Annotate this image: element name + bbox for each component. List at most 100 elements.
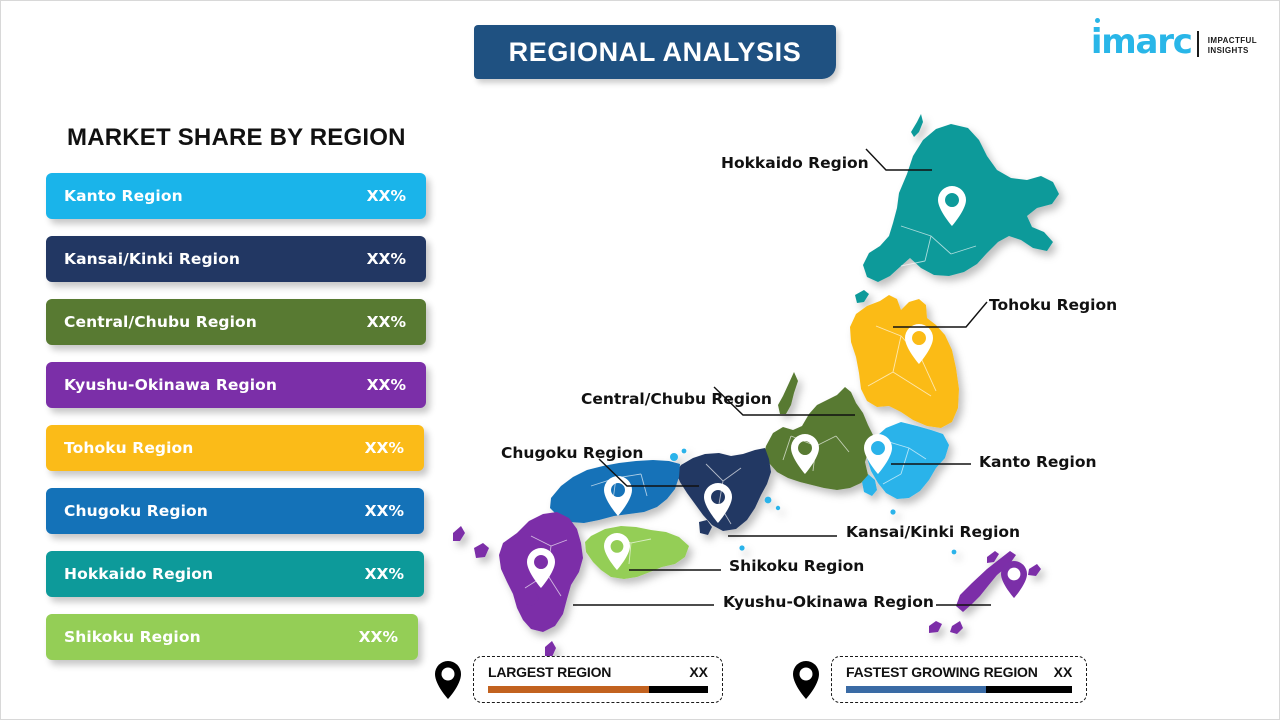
market-share-bar-label: Central/Chubu Region xyxy=(64,313,257,331)
market-share-bar-label: Hokkaido Region xyxy=(64,565,214,583)
market-share-bar-value: XX% xyxy=(364,502,404,520)
map-islet-sea-3 xyxy=(739,545,745,551)
map-island-okinawa-kume xyxy=(950,621,963,634)
sidebar-title: MARKET SHARE BY REGION xyxy=(67,124,406,151)
map-label-shikoku: Shikoku Region xyxy=(729,557,865,575)
map-label-kanto: Kanto Region xyxy=(979,453,1097,471)
map-islet-oki-2 xyxy=(681,448,687,454)
legend-fastest-box: FASTEST GROWING REGION XX xyxy=(831,656,1088,703)
map-island-tanegashima xyxy=(545,641,556,657)
pin-okinawa-hole xyxy=(1007,567,1021,581)
pin-central-chubu-icon xyxy=(791,434,819,474)
market-share-bar[interactable]: Shikoku Region XX% xyxy=(46,614,418,660)
leader-hokkaido xyxy=(865,148,932,171)
market-share-bar-value: XX% xyxy=(364,439,404,457)
page-title-banner: REGIONAL ANALYSIS xyxy=(474,25,836,79)
logo-dot-icon xyxy=(1094,18,1100,23)
market-share-bar-value: XX% xyxy=(366,250,406,268)
market-share-bar-label: Kansai/Kinki Region xyxy=(64,250,240,268)
market-share-bar[interactable]: Hokkaido Region XX% xyxy=(46,551,424,597)
map-label-kansai-kinki: Kansai/Kinki Region xyxy=(846,523,1021,541)
location-pin-icon xyxy=(435,660,461,699)
legend-largest-fill xyxy=(488,686,649,693)
market-share-bar-value: XX% xyxy=(366,187,406,205)
logo-tagline-line2: INSIGHTS xyxy=(1207,46,1249,55)
legend-fastest-value: XX xyxy=(1053,664,1073,680)
location-pin-icon xyxy=(793,660,819,699)
legend-fastest-fill xyxy=(846,686,987,693)
map-region-central-chubu[interactable] xyxy=(764,387,874,490)
market-share-bar-label: Chugoku Region xyxy=(64,502,208,520)
market-share-bar-value: XX% xyxy=(366,376,406,394)
market-share-bar[interactable]: Kanto Region XX% xyxy=(46,173,426,219)
legend-fastest-region: FASTEST GROWING REGION XX xyxy=(791,656,1088,703)
market-share-bar[interactable]: Central/Chubu Region XX% xyxy=(46,299,426,345)
legend-largest-box: LARGEST REGION XX xyxy=(473,656,723,703)
market-share-bar-value: XX% xyxy=(364,565,404,583)
map-island-okushiri xyxy=(855,290,869,303)
map-awaji-island xyxy=(699,520,712,535)
map-label-chugoku: Chugoku Region xyxy=(501,444,644,462)
market-share-bar[interactable]: Kyushu-Okinawa Region XX% xyxy=(46,362,426,408)
market-share-bar[interactable]: Tohoku Region XX% xyxy=(46,425,424,471)
legend-largest-region: LARGEST REGION XX xyxy=(433,656,723,703)
market-share-bar[interactable]: Kansai/Kinki Region XX% xyxy=(46,236,426,282)
map-noto-peninsula xyxy=(778,372,798,414)
legend-largest-track xyxy=(488,686,708,693)
logo-divider xyxy=(1196,31,1199,57)
map-island-goto xyxy=(474,543,489,558)
map-islet-sea-1 xyxy=(764,496,772,504)
japan-map: Hokkaido Region Tohoku Region Central/Ch… xyxy=(431,96,1271,661)
map-leader-lines xyxy=(573,148,991,606)
page-title: REGIONAL ANALYSIS xyxy=(508,36,802,67)
market-share-bar-label: Tohoku Region xyxy=(64,439,194,457)
imarc-logo: imarc IMPACTFUL INSIGHTS xyxy=(1090,18,1257,62)
market-share-bar-label: Kyushu-Okinawa Region xyxy=(64,376,277,394)
map-island-tsushima xyxy=(453,526,465,541)
map-island-amami xyxy=(526,592,539,606)
map-label-hokkaido: Hokkaido Region xyxy=(721,154,869,172)
logo-wordmark: imarc xyxy=(1090,18,1193,62)
map-island-okinawa-iriomote xyxy=(929,621,942,633)
japan-map-svg xyxy=(453,114,1059,657)
map-islet-izu-1 xyxy=(890,509,896,515)
market-share-bar-value: XX% xyxy=(366,313,406,331)
pin-shikoku-icon xyxy=(604,533,630,570)
logo-tagline-line1: IMPACTFUL xyxy=(1207,36,1257,45)
map-island-yaeyama xyxy=(987,551,999,563)
map-peninsula-izu xyxy=(862,474,877,496)
pin-kansai-kinki-icon xyxy=(704,483,732,523)
map-pins xyxy=(527,186,1027,598)
map-region-tohoku[interactable] xyxy=(850,295,959,428)
pin-kanto-icon xyxy=(864,434,892,474)
legend-largest-label: LARGEST REGION xyxy=(488,664,612,680)
map-label-tohoku: Tohoku Region xyxy=(989,296,1118,314)
pin-chugoku-icon xyxy=(604,476,632,516)
legend-fastest-track xyxy=(846,686,1073,693)
pin-kyushu-icon xyxy=(527,548,555,588)
map-island-rishiri xyxy=(911,114,923,137)
leader-central-chubu xyxy=(713,386,855,416)
legend-largest-value: XX xyxy=(689,664,708,680)
map-label-central-chubu: Central/Chubu Region xyxy=(581,390,772,408)
map-islet-sea-2 xyxy=(775,505,781,511)
market-share-list: Kanto Region XX% Kansai/Kinki Region XX% Cen… xyxy=(46,173,436,677)
map-label-kyushu-okinawa: Kyushu-Okinawa Region xyxy=(723,593,934,611)
leader-chugoku xyxy=(598,458,699,487)
pin-tohoku-icon xyxy=(905,324,933,364)
logo-tagline: IMPACTFUL INSIGHTS xyxy=(1208,36,1257,56)
market-share-bar-value: XX% xyxy=(358,628,398,646)
map-region-shikoku[interactable] xyxy=(585,526,689,579)
map-region-okinawa-main[interactable] xyxy=(956,551,1016,612)
market-share-bar[interactable]: Chugoku Region XX% xyxy=(46,488,424,534)
logo-word-text: imarc xyxy=(1090,22,1193,62)
map-region-chugoku[interactable] xyxy=(550,460,680,523)
market-share-bar-label: Shikoku Region xyxy=(64,628,201,646)
legend-fastest-label: FASTEST GROWING REGION xyxy=(846,664,1038,680)
map-islet-izu-2 xyxy=(951,549,957,555)
map-islet-oki xyxy=(670,453,678,461)
market-share-bar-label: Kanto Region xyxy=(64,187,183,205)
map-island-okinawa-miyako xyxy=(1028,564,1041,576)
leader-tohoku xyxy=(893,301,988,328)
pin-hokkaido-icon xyxy=(938,186,966,226)
